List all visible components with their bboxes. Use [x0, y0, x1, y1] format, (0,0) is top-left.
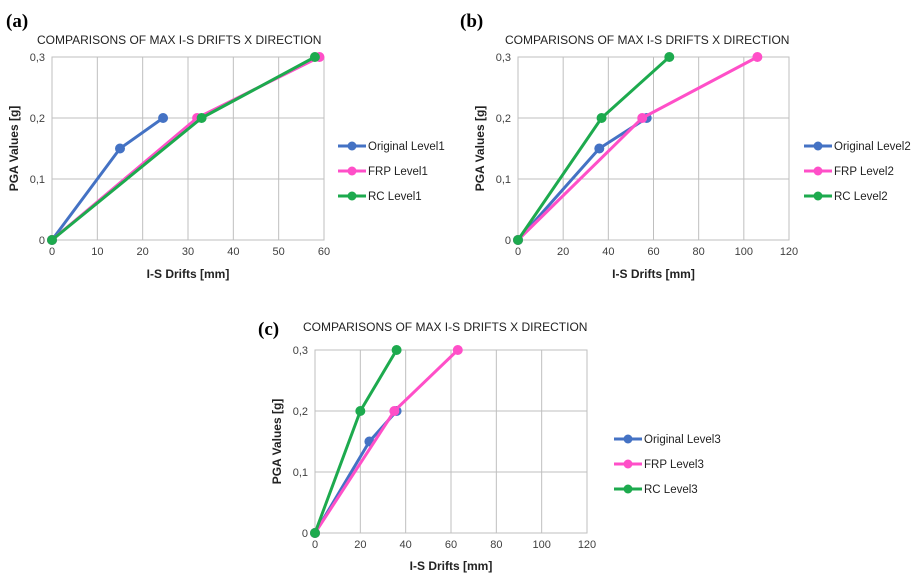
series-3: [47, 52, 320, 245]
data-point: [452, 345, 463, 355]
legend-label: RC Level3: [644, 484, 698, 496]
x-tick-label: 80: [490, 539, 502, 551]
series-line: [51, 55, 321, 242]
data-point: [355, 406, 366, 416]
x-tick-label: 60: [318, 246, 330, 258]
y-tick-label: 0,3: [496, 52, 511, 64]
legend-swatch-marker: [623, 459, 633, 469]
series-line: [313, 349, 398, 534]
series-3: [310, 345, 402, 538]
x-tick-label: 40: [602, 246, 614, 258]
legend: Original Level3 FRP Level3 RC Level3: [614, 434, 721, 496]
x-tick-label: 60: [647, 246, 659, 258]
data-point: [596, 113, 607, 123]
x-tick-label: 120: [780, 246, 798, 258]
x-tick-label: 0: [515, 246, 521, 258]
x-tick-label: 0: [49, 246, 55, 258]
y-tick-label: 0,2: [293, 406, 308, 418]
data-point: [115, 143, 125, 154]
y-tick-label: 0,1: [293, 467, 308, 479]
legend-swatch-marker: [813, 191, 823, 201]
x-tick-label: 20: [137, 246, 149, 258]
legend-swatch-marker: [347, 166, 357, 176]
y-tick-label: 0,1: [496, 174, 511, 186]
chart-title: COMPARISONS OF MAX I-S DRIFTS X DIRECTIO…: [303, 320, 587, 334]
y-tick-label: 0: [39, 235, 45, 247]
data-point: [389, 406, 400, 416]
legend-swatch-marker: [623, 484, 633, 494]
legend-label: FRP Level1: [368, 166, 428, 178]
y-tick-label: 0,3: [293, 345, 308, 357]
y-tick-label: 0: [505, 235, 511, 247]
y-tick-label: 0,2: [496, 113, 511, 125]
y-tick-label: 0,3: [30, 52, 45, 64]
x-tick-label: 40: [227, 246, 239, 258]
legend-swatch-marker: [347, 141, 357, 151]
panel-label: (a): [6, 11, 28, 32]
legend: Original Level1 FRP Level1 RC Level1: [338, 141, 445, 203]
y-axis-title: PGA Values [g]: [473, 106, 487, 192]
x-tick-label: 10: [91, 246, 103, 258]
series-2: [513, 52, 763, 245]
data-point: [637, 113, 648, 123]
legend-label: Original Level3: [644, 434, 721, 446]
chart-panel-1: (a) COMPARISONS OF MAX I-S DRIFTS X DIREC…: [6, 11, 445, 281]
legend-swatch-marker: [813, 166, 823, 176]
legend-swatch-marker: [813, 141, 823, 151]
legend: Original Level2 FRP Level2 RC Level2: [804, 141, 911, 203]
data-point: [158, 113, 169, 123]
x-axis-title: I-S Drifts [mm]: [410, 559, 493, 573]
legend-label: RC Level2: [834, 191, 888, 203]
x-tick-label: 50: [273, 246, 285, 258]
y-axis-title: PGA Values [g]: [270, 399, 284, 485]
data-point: [309, 52, 320, 62]
x-tick-label: 0: [312, 539, 318, 551]
data-point: [196, 113, 207, 123]
series-line: [313, 348, 459, 534]
legend-label: FRP Level2: [834, 166, 894, 178]
panel-label: (b): [460, 11, 483, 32]
x-tick-label: 80: [693, 246, 705, 258]
y-tick-label: 0: [302, 528, 308, 540]
legend-label: Original Level1: [368, 141, 445, 153]
legend-label: RC Level1: [368, 191, 422, 203]
data-point: [310, 528, 320, 538]
legend-swatch-marker: [347, 191, 357, 201]
y-axis-title: PGA Values [g]: [7, 106, 21, 192]
series-3: [513, 52, 675, 245]
x-tick-label: 100: [532, 539, 550, 551]
data-point: [47, 235, 57, 245]
x-axis-title: I-S Drifts [mm]: [147, 267, 230, 281]
x-tick-label: 20: [354, 539, 366, 551]
y-tick-label: 0,2: [30, 113, 45, 125]
x-tick-label: 40: [400, 539, 412, 551]
data-point: [752, 52, 763, 62]
x-axis-title: I-S Drifts [mm]: [612, 267, 695, 281]
panel-label: (c): [258, 319, 279, 340]
legend-label: FRP Level3: [644, 459, 704, 471]
x-tick-label: 100: [735, 246, 753, 258]
legend-swatch-marker: [623, 434, 633, 444]
data-point: [391, 345, 402, 355]
data-point: [664, 52, 675, 62]
chart-panel-3: (c) COMPARISONS OF MAX I-S DRIFTS X DIREC…: [258, 319, 721, 573]
x-tick-label: 30: [182, 246, 194, 258]
chart-title: COMPARISONS OF MAX I-S DRIFTS X DIRECTIO…: [505, 33, 789, 47]
legend-label: Original Level2: [834, 141, 911, 153]
series-2: [310, 345, 463, 538]
data-point: [594, 143, 605, 154]
series-line: [51, 55, 316, 242]
x-tick-label: 120: [578, 539, 596, 551]
x-tick-label: 20: [557, 246, 569, 258]
series-2: [47, 52, 325, 245]
data-point: [513, 235, 523, 245]
chart-panel-2: (b) COMPARISONS OF MAX I-S DRIFTS X DIREC…: [460, 11, 911, 281]
y-tick-label: 0,1: [30, 174, 45, 186]
chart-title: COMPARISONS OF MAX I-S DRIFTS X DIRECTIO…: [37, 33, 321, 47]
x-tick-label: 60: [445, 539, 457, 551]
